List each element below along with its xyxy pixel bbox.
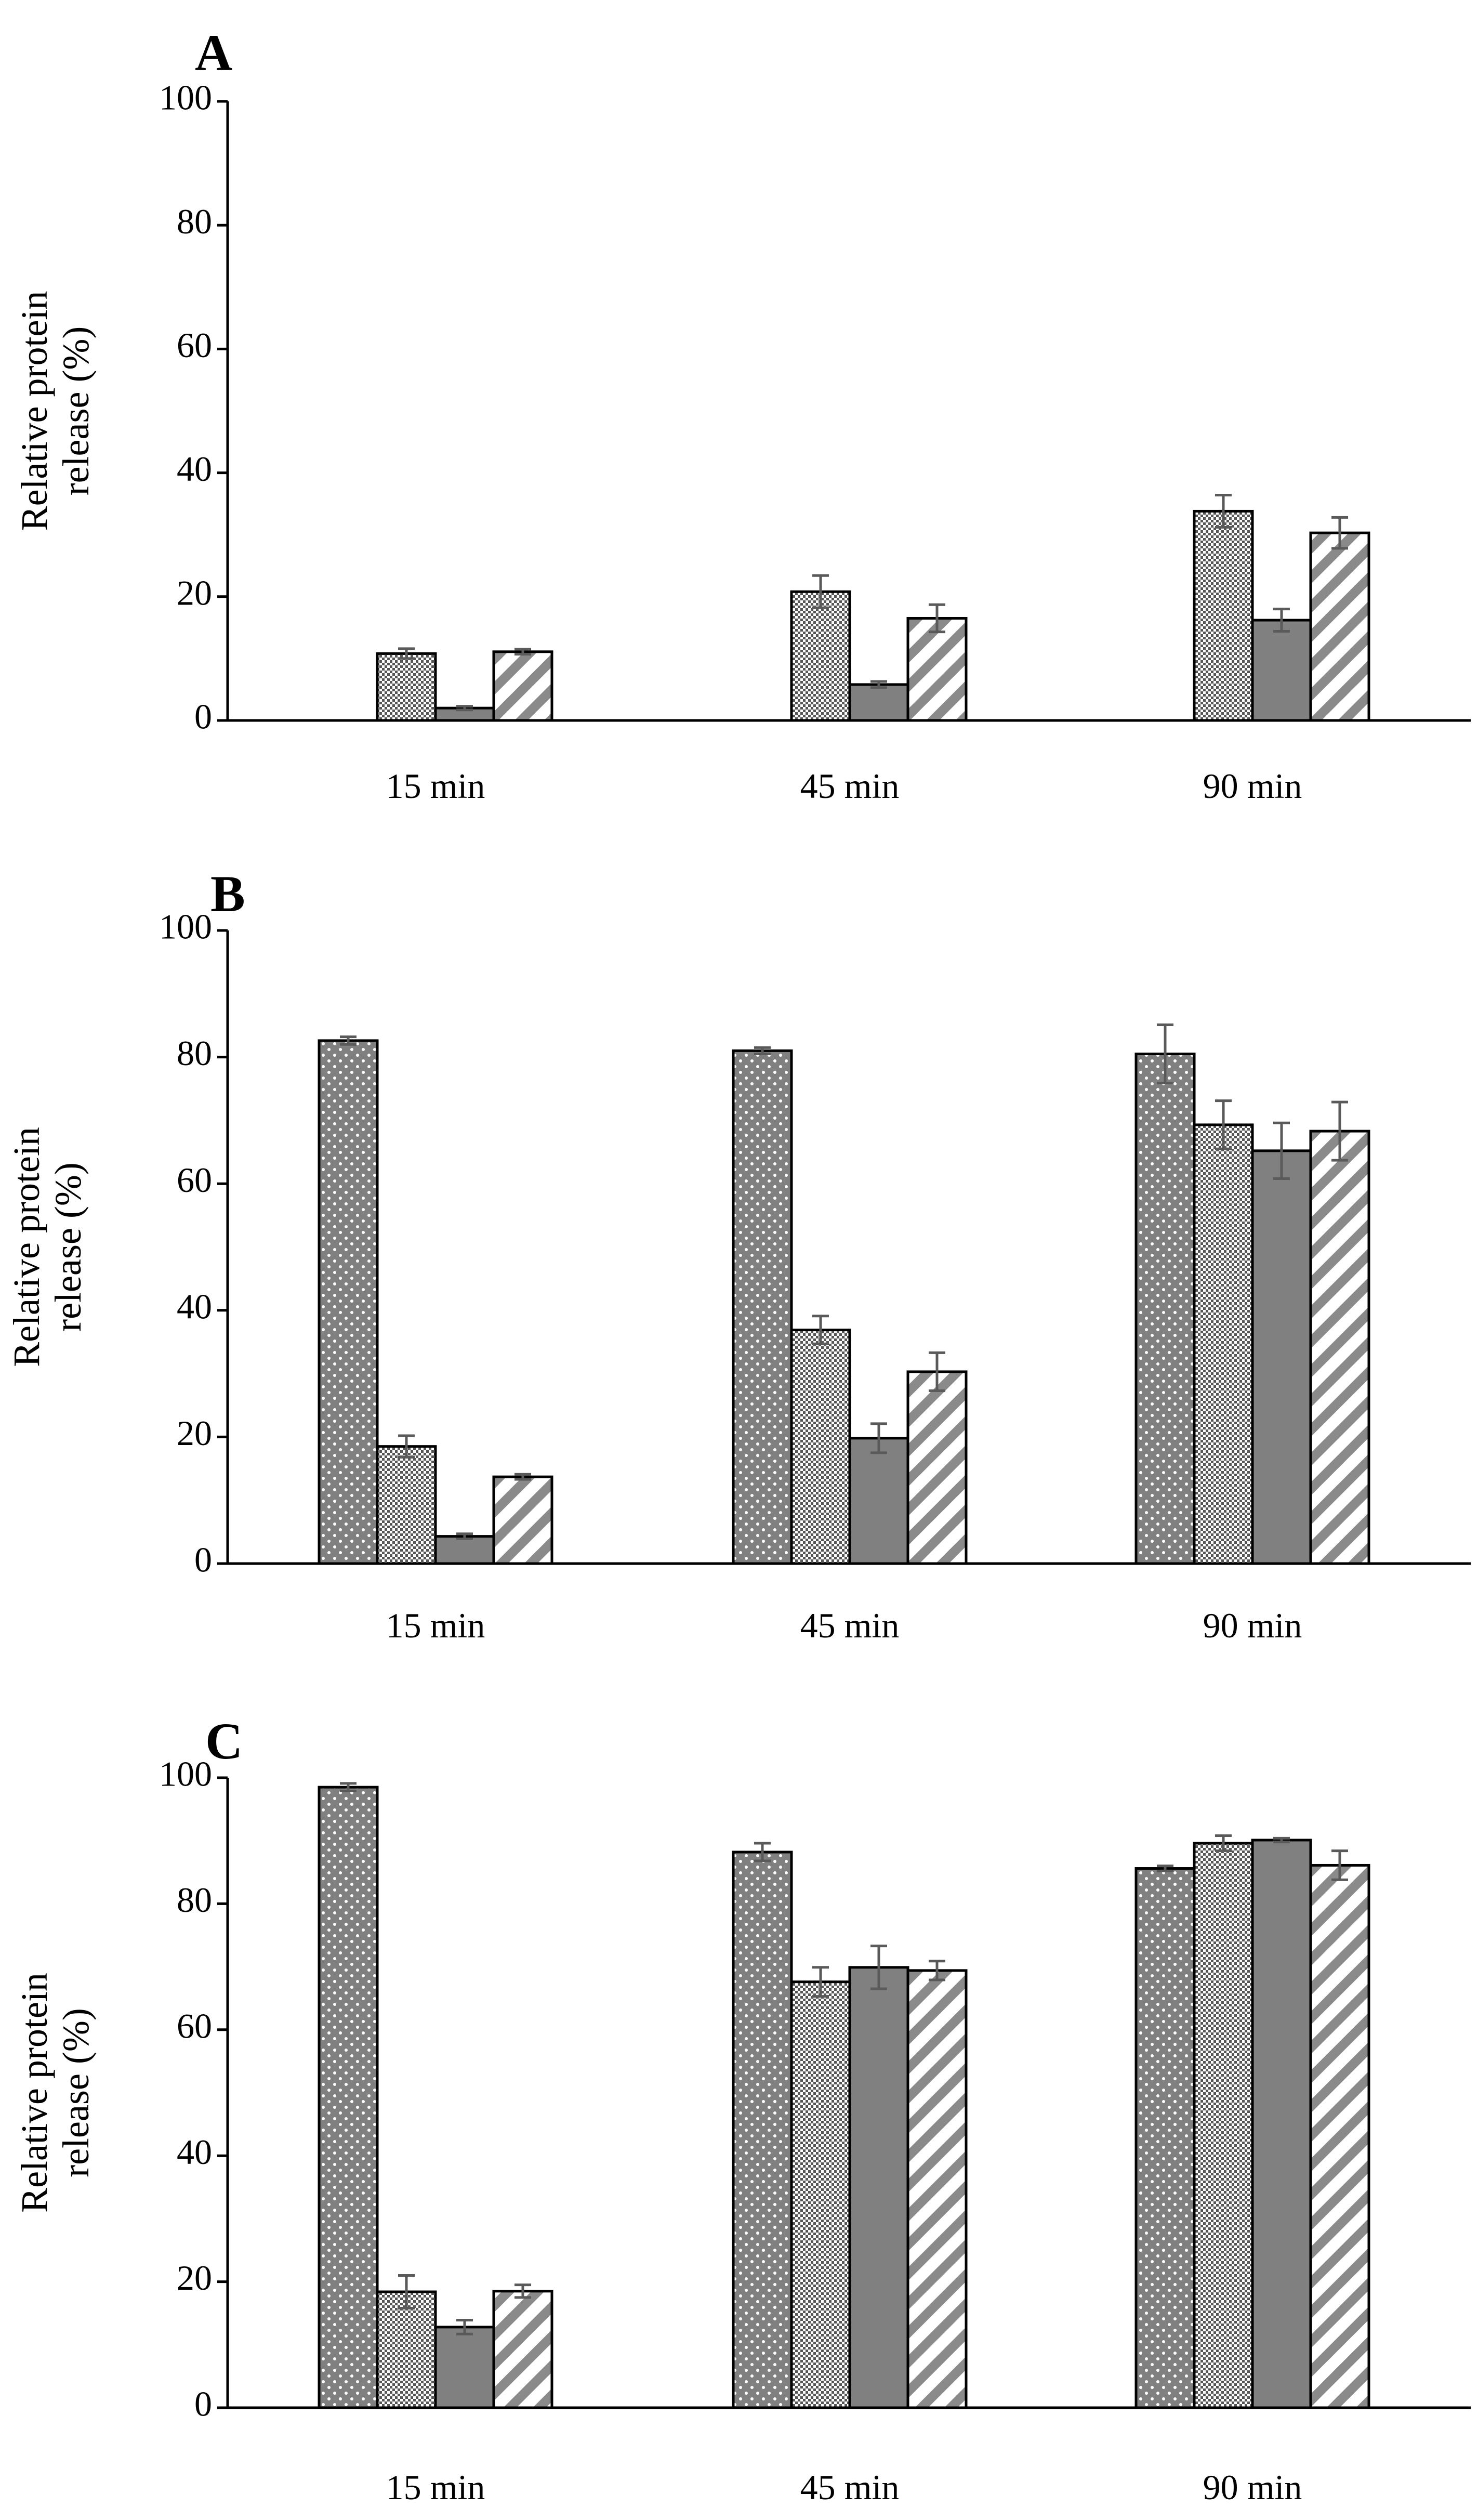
category-label: 45 min	[800, 1606, 900, 1645]
y-axis-title: Relative protein release (%)	[6, 1127, 89, 1367]
bar-solid	[848, 683, 909, 722]
bar-stripes	[1309, 1130, 1370, 1565]
category-label: 90 min	[1203, 766, 1302, 806]
y-tick-label: 80	[177, 202, 212, 241]
bar-stripes	[492, 650, 553, 722]
bar-solid	[848, 1437, 909, 1565]
y-axis-title-line-1: Relative protein	[14, 1973, 55, 2213]
bar-checker	[376, 652, 437, 722]
bar-stripes	[492, 2290, 553, 2409]
bar-stripes	[492, 1475, 553, 1565]
bar-checker	[790, 590, 851, 722]
bar-checker	[1193, 1842, 1254, 2409]
bar-checker	[1193, 1123, 1254, 1565]
category-label: 15 min	[386, 766, 485, 806]
bar-solid	[848, 1966, 909, 2409]
panel-letter: B	[210, 865, 245, 923]
y-tick-label: 60	[177, 325, 212, 365]
y-tick-label: 20	[177, 1413, 212, 1453]
y-axis-title: Relative protein release (%)	[14, 1973, 97, 2213]
bar-stripes	[906, 1969, 968, 2409]
y-axis-title-line-1: Relative protein	[6, 1127, 47, 1367]
y-axis-title-line-2: release (%)	[55, 2008, 97, 2177]
y-axis-title-line-2: release (%)	[55, 326, 97, 496]
category-label: 90 min	[1203, 1606, 1302, 1645]
y-tick-label: 0	[194, 2384, 212, 2424]
y-tick-label: 60	[177, 1160, 212, 1200]
panel-b: B 0 20 40 60 80 100 Relative protein release (%)…	[6, 865, 1471, 1645]
y-tick-label: 80	[177, 1033, 212, 1073]
y-tick-label: 100	[159, 78, 212, 117]
bar-solid	[434, 2326, 495, 2409]
bar-solid	[434, 1535, 495, 1565]
y-axis-title: Relative protein release (%)	[14, 291, 97, 531]
y-tick-label: 20	[177, 573, 212, 612]
bar-stripes	[906, 616, 968, 722]
y-tick-label: 40	[177, 2132, 212, 2172]
bar-dots	[732, 1850, 793, 2409]
bar-checker	[376, 2290, 437, 2409]
y-tick-label: 0	[194, 1540, 212, 1580]
bar-dots	[1134, 1053, 1196, 1565]
category-label: 15 min	[386, 1606, 485, 1645]
bar-dots	[318, 1786, 379, 2409]
bar-solid	[1251, 1149, 1312, 1565]
bar-checker	[790, 1329, 851, 1565]
y-axis-title-line-1: Relative protein	[14, 291, 55, 531]
bar-solid	[1251, 1839, 1312, 2409]
category-label: 45 min	[800, 766, 900, 806]
bar-checker	[376, 1445, 437, 1565]
y-tick-label: 40	[177, 1287, 212, 1326]
bar-dots	[318, 1039, 379, 1565]
panel-letter: A	[195, 24, 232, 82]
y-tick-label: 40	[177, 449, 212, 489]
panel-letter: C	[205, 1712, 243, 1770]
y-tick-label: 20	[177, 2258, 212, 2298]
bar-stripes	[1309, 531, 1370, 722]
bar-stripes	[1309, 1863, 1370, 2409]
y-tick-label: 60	[177, 2006, 212, 2045]
bar-stripes	[906, 1370, 968, 1565]
panel-a: A 0 20 40 60 80 100 Relative protein release (%)…	[14, 24, 1471, 806]
bar-dots	[1134, 1867, 1196, 2409]
panel-c: C 0 20 40 60 80 100 Relative protein release (%)…	[14, 1712, 1471, 2507]
y-tick-label: 0	[194, 697, 212, 737]
bar-checker	[790, 1980, 851, 2409]
y-tick-label: 80	[177, 1880, 212, 1920]
category-label: 90 min	[1203, 2468, 1302, 2507]
bar-solid	[1251, 619, 1312, 722]
category-label: 45 min	[800, 2468, 900, 2507]
category-label: 15 min	[386, 2468, 485, 2507]
bar-dots	[732, 1049, 793, 1565]
y-tick-label: 100	[159, 907, 212, 947]
bar-checker	[1193, 509, 1254, 722]
y-tick-label: 100	[159, 1754, 212, 1794]
y-axis-title-line-2: release (%)	[47, 1162, 89, 1332]
